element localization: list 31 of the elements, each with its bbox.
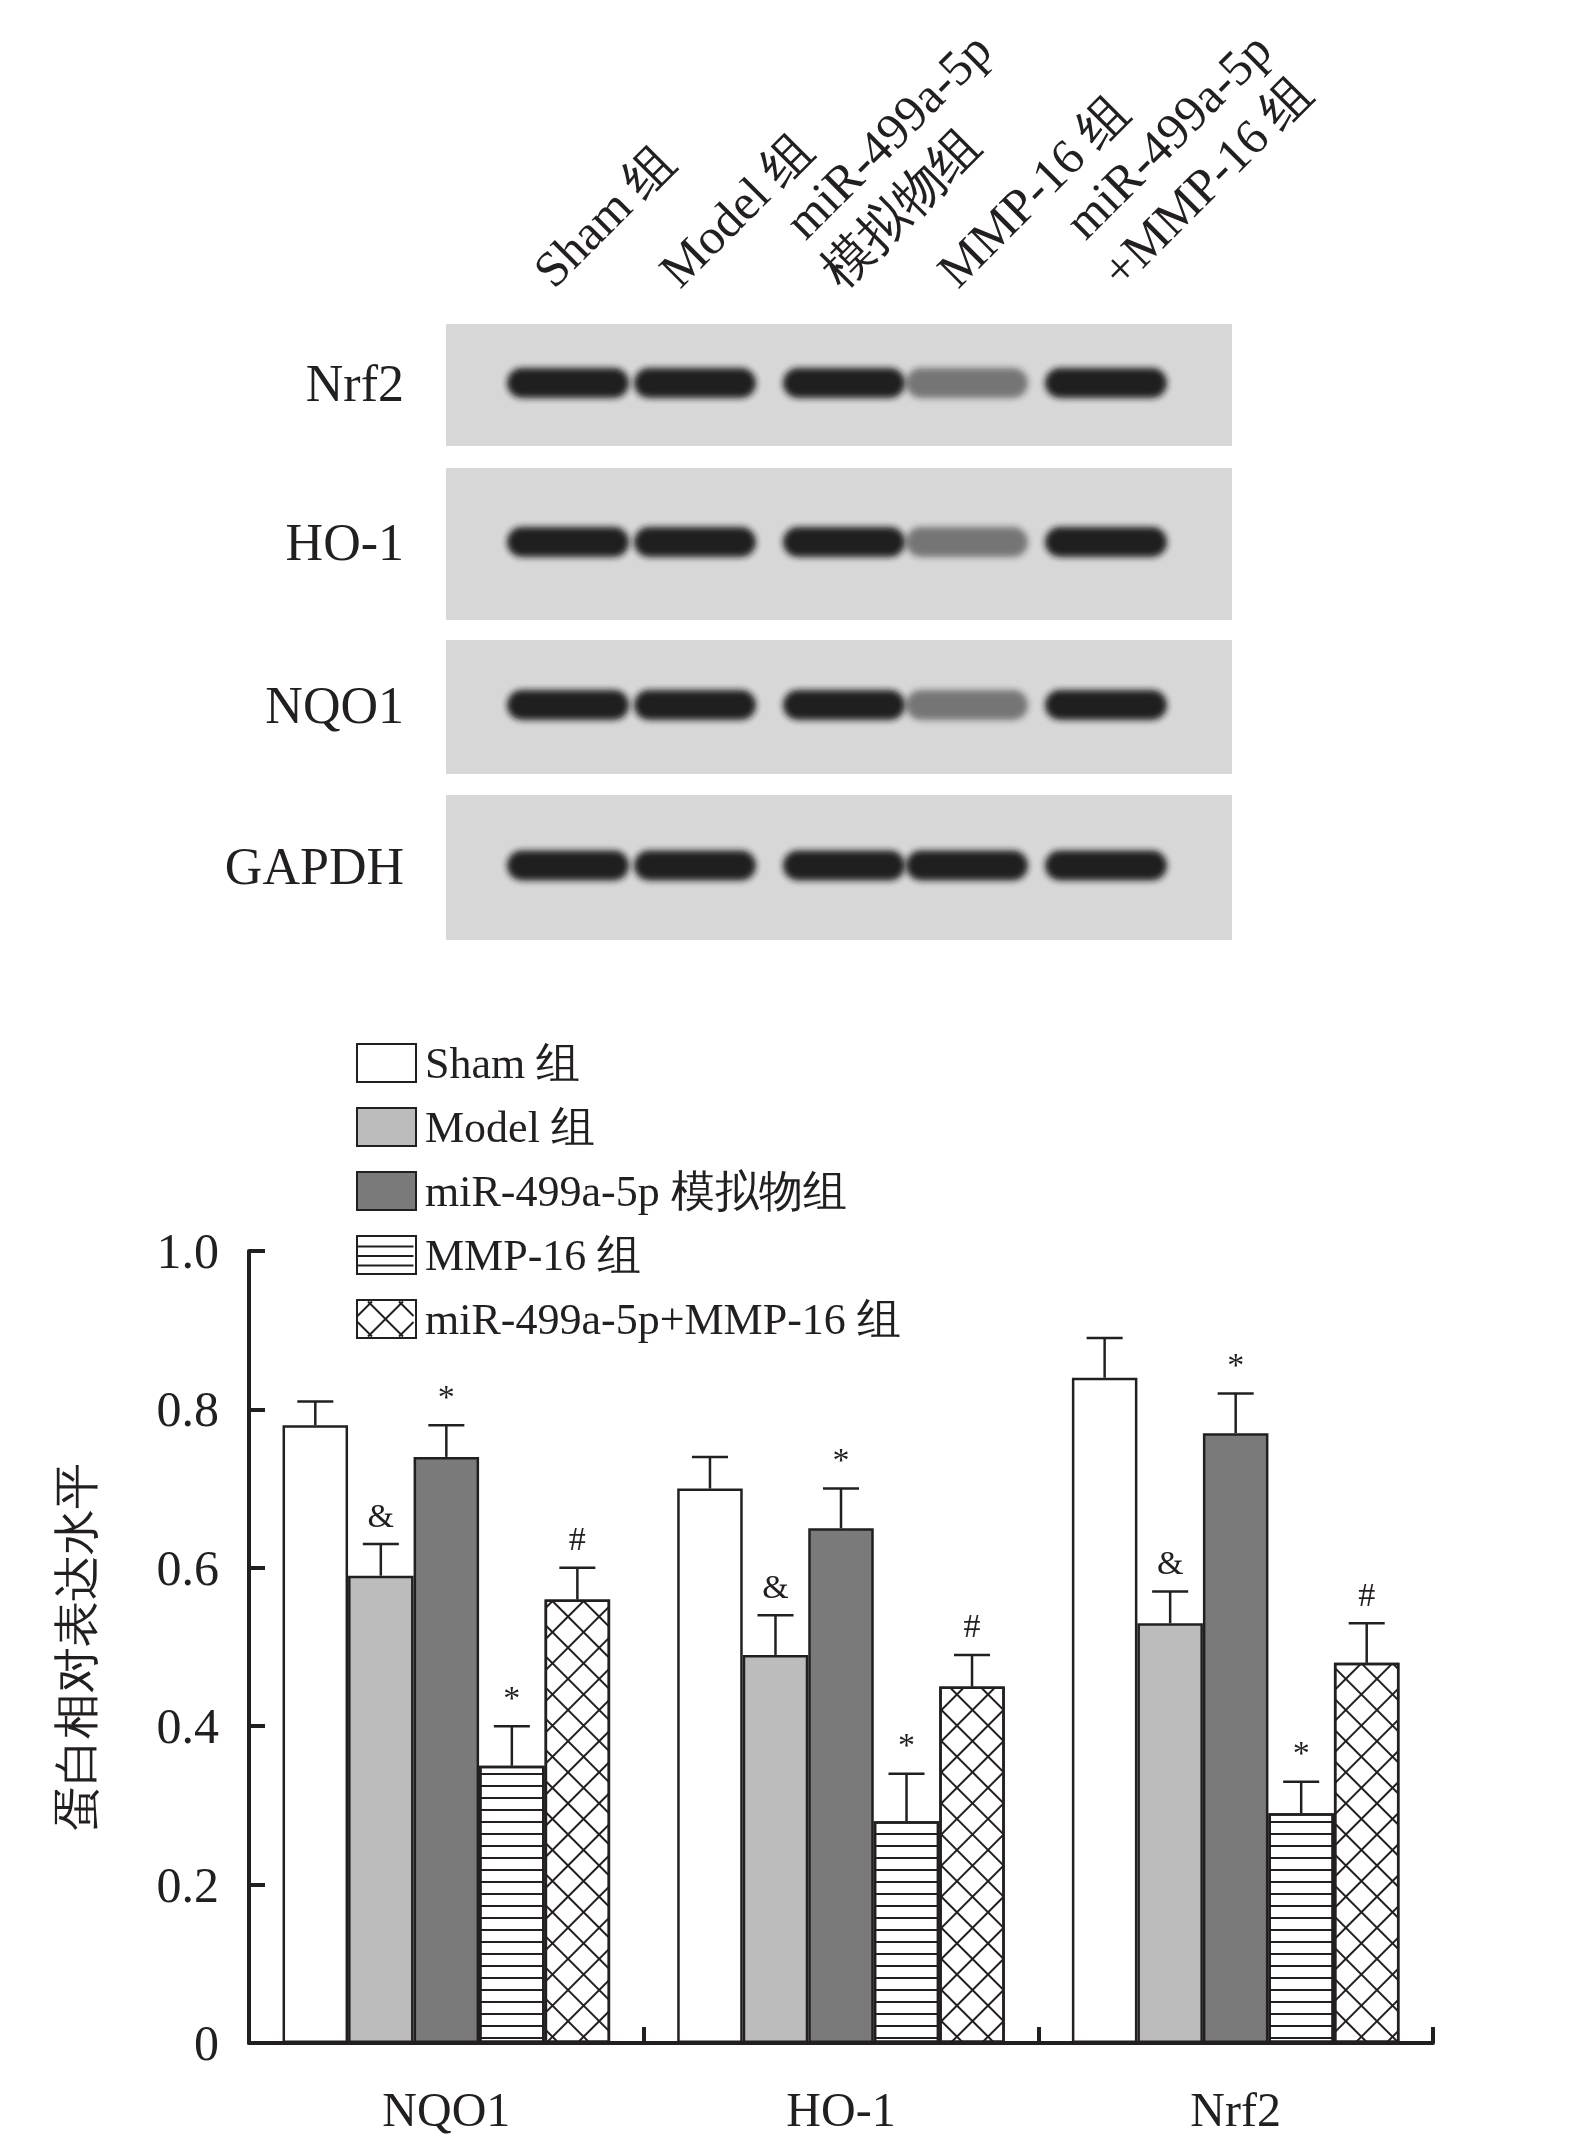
x-tick-label: HO-1 [786,2082,896,2136]
y-tick-label: 0.4 [156,1698,219,1755]
data-label: * [437,1377,455,1415]
data-label: * [1227,1346,1245,1384]
data-label: # [963,1607,981,1645]
category-label: GAPDH [224,837,404,895]
y-tick-label: 0.8 [156,1381,219,1438]
category-label: NQO1 [265,677,404,734]
data-label: & [762,1567,789,1605]
legend-label: miR-499a-5p+MMP-16 组 [425,1294,901,1344]
y-axis-title: 蛋白相对表达水平 [50,1463,102,1831]
legend-label: MMP-16 组 [425,1230,642,1280]
legend-label: Sham 组 [425,1038,581,1088]
data-label: & [1156,1544,1184,1582]
category-label: Nrf2 [305,355,404,412]
data-label: * [1292,1734,1310,1772]
x-tick-label: Nrf2 [1190,2082,1281,2136]
data-label: * [832,1441,850,1479]
data-label: # [568,1520,586,1558]
x-tick-label: NQO1 [382,2082,511,2136]
data-label: * [503,1678,521,1716]
category-label: HO-1 [285,514,404,571]
data-label: # [1358,1575,1376,1613]
y-tick-label: 0.2 [156,1856,219,1913]
y-tick-label: 1.0 [156,1223,219,1279]
legend-label: miR-499a-5p 模拟物组 [425,1166,847,1216]
legend-label: Model 组 [425,1102,595,1152]
y-tick-label: 0 [194,2015,219,2071]
data-label: * [898,1726,916,1764]
data-label: & [367,1496,395,1534]
y-tick-label: 0.6 [156,1539,219,1596]
